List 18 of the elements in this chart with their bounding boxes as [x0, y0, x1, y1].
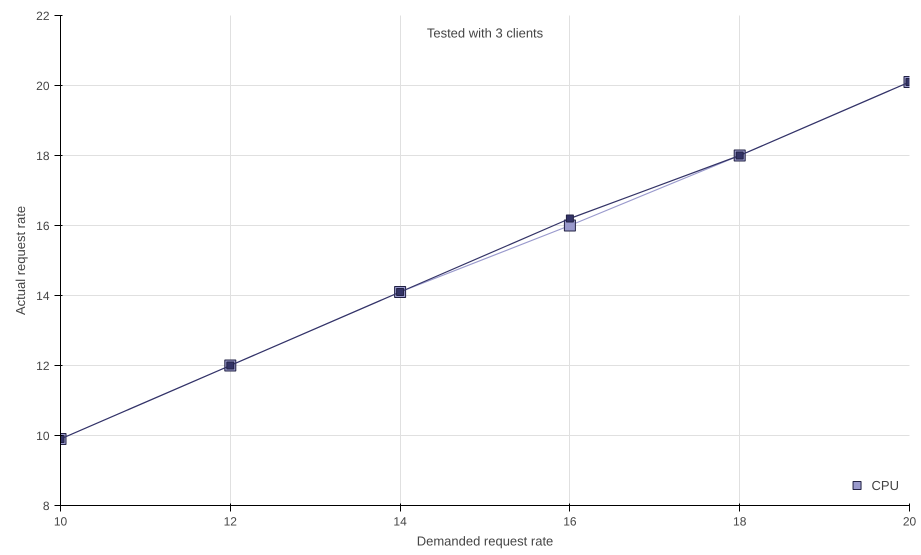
x-tick-label: 18 [733, 514, 747, 528]
x-tick-label: 16 [563, 514, 577, 528]
x-tick-label: 10 [54, 514, 68, 528]
y-tick-label: 16 [36, 219, 50, 233]
y-tick-label: 20 [36, 79, 50, 93]
annotation: Tested with 3 clients [426, 26, 544, 40]
legend-label: CPU [872, 478, 899, 492]
y-tick-label: 22 [36, 9, 50, 23]
y-tick-label: 18 [36, 149, 50, 163]
x-axis-title: Demanded request rate [416, 534, 554, 548]
y-tick-label: 8 [42, 499, 50, 513]
y-tick-label: 10 [36, 429, 50, 443]
x-tick-label: 14 [393, 514, 408, 528]
x-tick-label: 20 [902, 514, 916, 528]
y-axis-title: Actual request rate [13, 206, 28, 316]
x-tick-label: 12 [224, 514, 238, 528]
y-tick-label: 14 [36, 289, 50, 303]
y-tick-label: 12 [36, 359, 50, 373]
